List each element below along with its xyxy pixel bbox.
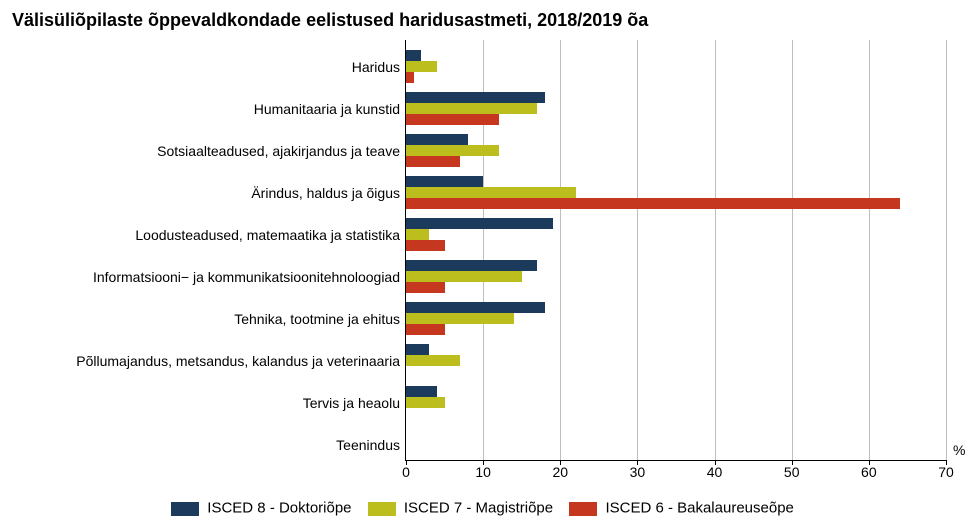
legend-item-isced8: ISCED 8 - Doktoriõpe (171, 499, 351, 517)
bar (406, 271, 522, 282)
bar (406, 282, 445, 293)
gridline (637, 40, 638, 460)
category-label: Tehnika, tootmine ja ehitus (234, 311, 400, 327)
xaxis-tick-label: 50 (784, 464, 800, 480)
xaxis-tick-label: 40 (707, 464, 723, 480)
bar (406, 324, 445, 335)
plot-area: 010203040506070 (405, 40, 946, 461)
legend-item-isced6: ISCED 6 - Bakalaureuseõpe (569, 499, 794, 517)
xaxis-tick-label: 10 (475, 464, 491, 480)
category-label: Informatsiooni− ja kommunikatsioonitehno… (93, 269, 400, 285)
xaxis-tick-label: 70 (938, 464, 954, 480)
bar (406, 397, 445, 408)
bar (406, 176, 483, 187)
bar (406, 386, 437, 397)
legend-label-isced7: ISCED 7 - Magistriõpe (404, 500, 553, 517)
category-label: Tervis ja heaolu (303, 395, 400, 411)
gridline (792, 40, 793, 460)
gridline (560, 40, 561, 460)
bar (406, 260, 537, 271)
category-label: Humanitaaria ja kunstid (254, 101, 400, 117)
chart-container: Välisüliõpilaste õppevaldkondade eelistu… (0, 0, 965, 525)
xaxis-tick-label: 60 (861, 464, 877, 480)
legend-swatch-isced8 (171, 502, 199, 516)
bar (406, 134, 468, 145)
legend-swatch-isced6 (569, 502, 597, 516)
category-label: Põllumajandus, metsandus, kalandus ja ve… (76, 353, 400, 369)
gridline (869, 40, 870, 460)
legend-label-isced6: ISCED 6 - Bakalaureuseõpe (605, 500, 793, 517)
bar (406, 198, 900, 209)
xaxis-tick-label: 20 (552, 464, 568, 480)
xaxis-tick-label: 0 (402, 464, 410, 480)
bar (406, 187, 576, 198)
xaxis-tick-label: 30 (630, 464, 646, 480)
legend-swatch-isced7 (368, 502, 396, 516)
legend-item-isced7: ISCED 7 - Magistriõpe (368, 499, 553, 517)
category-label: Teenindus (336, 437, 400, 453)
xaxis-percent-label: % (953, 442, 965, 458)
bar (406, 302, 545, 313)
chart-title: Välisüliõpilaste õppevaldkondade eelistu… (12, 10, 648, 31)
category-label: Loodusteadused, matemaatika ja statistik… (135, 227, 400, 243)
bar (406, 114, 499, 125)
bar (406, 145, 499, 156)
gridline (946, 40, 947, 460)
bar (406, 50, 421, 61)
bar (406, 344, 429, 355)
bar (406, 229, 429, 240)
legend-label-isced8: ISCED 8 - Doktoriõpe (207, 500, 351, 517)
legend: ISCED 8 - Doktoriõpe ISCED 7 - Magistriõ… (0, 499, 965, 517)
bar (406, 92, 545, 103)
category-label: Haridus (352, 59, 400, 75)
gridline (715, 40, 716, 460)
bar (406, 61, 437, 72)
bar (406, 313, 514, 324)
category-label: Ärindus, haldus ja õigus (251, 185, 400, 201)
bar (406, 72, 414, 83)
bar (406, 218, 553, 229)
bar (406, 103, 537, 114)
bar (406, 355, 460, 366)
bar (406, 156, 460, 167)
category-label: Sotsiaalteadused, ajakirjandus ja teave (157, 143, 400, 159)
bar (406, 240, 445, 251)
